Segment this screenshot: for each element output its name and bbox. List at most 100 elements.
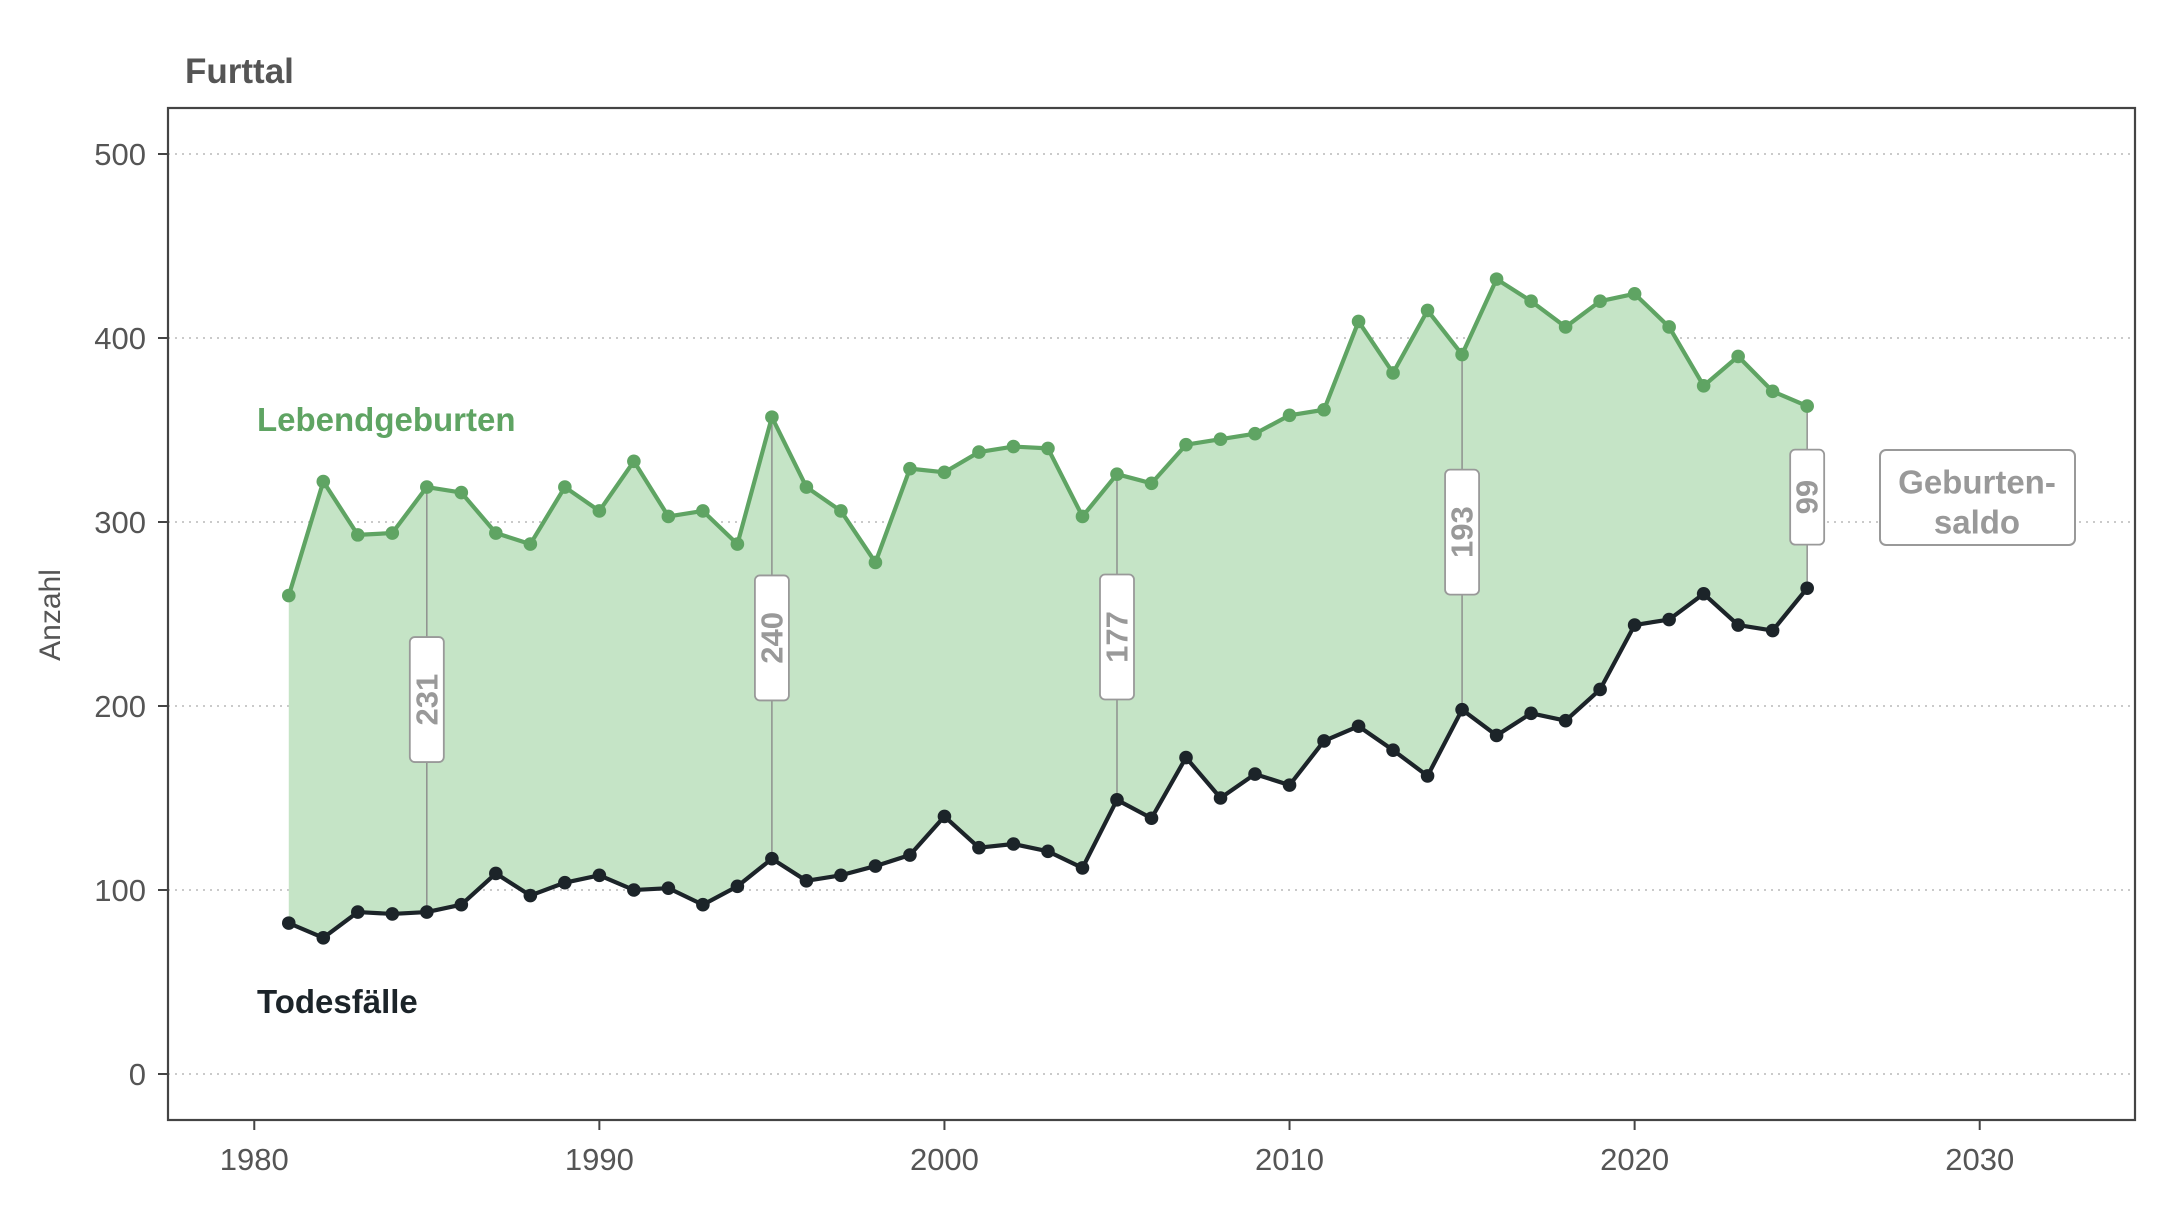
data-point-todesfaelle-1998 <box>868 859 883 873</box>
saldo-label-text-2025: 99 <box>1790 480 1825 514</box>
saldo-labels: 231 240 177 193 99 <box>408 448 1826 763</box>
data-point-lebendgeburten-2006 <box>1144 476 1159 491</box>
data-point-lebendgeburten-1986 <box>454 485 469 500</box>
x-tick-label-2000: 2000 <box>910 1142 979 1177</box>
data-point-todesfaelle-1982 <box>316 931 331 945</box>
y-tick-label-500: 500 <box>94 137 146 172</box>
data-point-todesfaelle-1993 <box>696 897 710 912</box>
data-point-lebendgeburten-2007 <box>1179 437 1193 452</box>
data-point-todesfaelle-2014 <box>1420 769 1435 783</box>
data-point-lebendgeburten-2009 <box>1248 426 1262 441</box>
data-point-lebendgeburten-2025 <box>1800 399 1814 413</box>
data-point-todesfaelle-1986 <box>454 897 469 912</box>
x-tick-label-2010: 2010 <box>1255 1142 1324 1177</box>
data-point-todesfaelle-2004 <box>1075 861 1090 875</box>
data-point-todesfaelle-2017 <box>1524 706 1538 721</box>
data-point-todesfaelle-2011 <box>1317 734 1331 748</box>
data-point-lebendgeburten-2022 <box>1696 379 1711 393</box>
y-tick-label-400: 400 <box>94 321 146 356</box>
data-point-todesfaelle-1997 <box>834 868 848 883</box>
data-point-todesfaelle-1987 <box>489 866 503 881</box>
series-label-todesfaelle: Todesfälle <box>257 983 418 1020</box>
data-point-todesfaelle-2023 <box>1731 618 1745 632</box>
data-point-todesfaelle-1991 <box>627 883 641 897</box>
x-axis-ticks: 1980 1990 2000 2010 2020 2030 <box>220 1120 2014 1177</box>
data-point-lebendgeburten-2018 <box>1558 320 1573 334</box>
data-point-todesfaelle-2003 <box>1041 844 1055 859</box>
saldo-label-box-1985 <box>408 636 445 763</box>
data-point-lebendgeburten-2014 <box>1420 303 1435 318</box>
data-point-lebendgeburten-1983 <box>350 528 365 542</box>
data-point-lebendgeburten-2012 <box>1351 314 1366 329</box>
saldo-label-2005: 177 <box>1099 573 1135 701</box>
saldo-label-text-1995: 240 <box>754 612 789 664</box>
data-point-lebendgeburten-1997 <box>834 504 848 518</box>
data-point-lebendgeburten-1998 <box>868 555 883 570</box>
data-point-lebendgeburten-1994 <box>730 537 745 551</box>
y-axis-label: Anzahl <box>34 569 67 661</box>
x-tick-label-1990: 1990 <box>565 1142 634 1177</box>
data-point-lebendgeburten-1989 <box>558 480 572 494</box>
data-point-todesfaelle-1995 <box>765 851 779 866</box>
series-points <box>281 272 1814 945</box>
data-point-todesfaelle-2025 <box>1800 581 1814 596</box>
saldo-label-box-1995 <box>754 574 790 702</box>
data-point-lebendgeburten-1981 <box>281 588 296 603</box>
data-point-lebendgeburten-2001 <box>972 445 986 459</box>
data-point-todesfaelle-1981 <box>281 916 296 930</box>
saldo-legend-line-1: Geburten- <box>1898 464 2056 501</box>
saldo-legend-line-2: saldo <box>1934 504 2020 541</box>
saldo-label-box-2005 <box>1099 573 1135 701</box>
data-point-todesfaelle-2020 <box>1627 618 1642 632</box>
x-tick-label-1980: 1980 <box>220 1142 289 1177</box>
data-point-todesfaelle-2024 <box>1765 623 1780 638</box>
data-point-todesfaelle-2008 <box>1213 791 1228 805</box>
data-point-lebendgeburten-1993 <box>696 504 710 518</box>
data-point-lebendgeburten-2017 <box>1524 294 1538 309</box>
saldo-label-1985: 231 <box>408 636 445 763</box>
data-point-lebendgeburten-2005 <box>1110 467 1124 481</box>
data-point-todesfaelle-1983 <box>350 905 365 919</box>
data-point-todesfaelle-1989 <box>558 875 572 890</box>
saldo-label-text-1985: 231 <box>409 674 444 726</box>
data-point-todesfaelle-2009 <box>1248 767 1262 781</box>
saldo-legend-box: Geburten- saldo <box>1879 449 2076 546</box>
saldo-label-text-2005: 177 <box>1099 611 1134 663</box>
data-point-todesfaelle-1999 <box>903 848 917 862</box>
data-point-todesfaelle-2012 <box>1351 719 1366 734</box>
data-point-todesfaelle-2019 <box>1593 682 1607 697</box>
data-point-lebendgeburten-1982 <box>316 474 331 489</box>
data-point-lebendgeburten-1985 <box>420 480 434 494</box>
saldo-area-fill <box>288 279 1808 938</box>
data-point-lebendgeburten-2023 <box>1731 349 1745 364</box>
data-point-lebendgeburten-2019 <box>1593 294 1607 309</box>
data-point-lebendgeburten-1995 <box>765 410 779 424</box>
data-point-lebendgeburten-2024 <box>1765 384 1780 399</box>
data-point-todesfaelle-2013 <box>1386 743 1400 757</box>
data-point-lebendgeburten-2020 <box>1627 287 1642 301</box>
saldo-label-1995: 240 <box>754 574 790 702</box>
data-point-lebendgeburten-2016 <box>1489 272 1504 286</box>
saldo-label-2025: 99 <box>1789 448 1826 546</box>
data-point-todesfaelle-2006 <box>1144 811 1159 826</box>
data-point-lebendgeburten-2013 <box>1386 366 1400 380</box>
data-point-lebendgeburten-2011 <box>1317 402 1331 417</box>
saldo-label-2015: 193 <box>1444 468 1480 596</box>
data-point-todesfaelle-1990 <box>592 868 607 883</box>
saldo-label-box-2025 <box>1789 448 1826 546</box>
data-point-lebendgeburten-1987 <box>489 526 503 540</box>
data-point-todesfaelle-2005 <box>1110 793 1124 807</box>
saldo-area <box>288 279 1808 938</box>
data-point-todesfaelle-2016 <box>1489 728 1504 743</box>
y-axis-ticks: 0 100 200 300 400 500 <box>94 137 168 1092</box>
data-point-todesfaelle-1985 <box>420 905 434 919</box>
x-tick-label-2020: 2020 <box>1600 1142 1669 1177</box>
data-point-todesfaelle-2022 <box>1696 586 1711 601</box>
data-point-todesfaelle-2002 <box>1006 837 1021 851</box>
data-point-lebendgeburten-1991 <box>627 454 641 469</box>
saldo-label-box-2015 <box>1444 468 1480 596</box>
data-point-todesfaelle-2007 <box>1179 750 1193 765</box>
data-point-lebendgeburten-2008 <box>1213 432 1228 447</box>
data-point-todesfaelle-1996 <box>799 874 814 888</box>
data-point-todesfaelle-2010 <box>1282 778 1297 792</box>
